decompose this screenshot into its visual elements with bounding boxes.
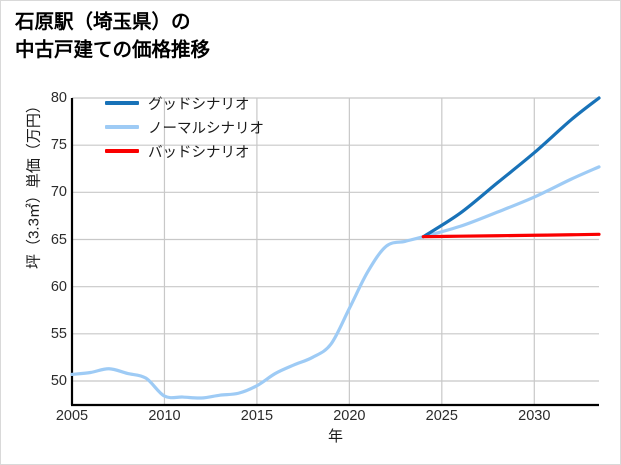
- series-line-bad: [421, 232, 601, 239]
- y-tick-label: 75: [50, 137, 67, 154]
- x-axis-label: 年: [327, 428, 343, 445]
- data-series-group: [70, 96, 601, 400]
- series-line-normal: [70, 165, 601, 400]
- y-axis-label: 坪（3.3㎡）単価（万円）: [25, 98, 43, 269]
- x-tick-label: 2030: [518, 408, 551, 424]
- legend-swatch-normal: [105, 125, 139, 129]
- legend-label-bad: バッドシナリオ: [148, 144, 250, 161]
- x-tick-label: 2010: [148, 408, 181, 424]
- y-tick-label: 55: [50, 325, 67, 342]
- legend-label-normal: ノーマルシナリオ: [148, 120, 264, 137]
- legend-swatch-good: [105, 101, 139, 105]
- y-tick-label: 60: [50, 278, 67, 295]
- legend-label-good: グッドシナリオ: [148, 96, 250, 113]
- x-tick-label: 2020: [333, 408, 366, 424]
- y-tick-label: 65: [50, 231, 67, 248]
- x-tick-label: 2015: [240, 408, 274, 424]
- series-line-good: [421, 96, 601, 239]
- y-tick-label: 50: [50, 373, 67, 389]
- legend: グッドシナリオ ノーマルシナリオ バッドシナリオ: [105, 91, 264, 163]
- y-tick-labels: 50 55 60 65 70 75 80: [1, 1, 67, 464]
- x-tick-label: 2025: [425, 408, 458, 424]
- legend-item-normal[interactable]: ノーマルシナリオ: [105, 115, 264, 139]
- legend-item-bad[interactable]: バッドシナリオ: [105, 139, 264, 163]
- legend-item-good[interactable]: グッドシナリオ: [105, 91, 264, 115]
- x-tick-label: 2005: [55, 408, 89, 424]
- y-tick-label: 80: [50, 90, 67, 106]
- page-title: 石原駅（埼玉県）の 中古戸建ての価格推移: [15, 11, 211, 61]
- y-tick-label: 70: [50, 184, 67, 201]
- legend-swatch-bad: [105, 149, 139, 153]
